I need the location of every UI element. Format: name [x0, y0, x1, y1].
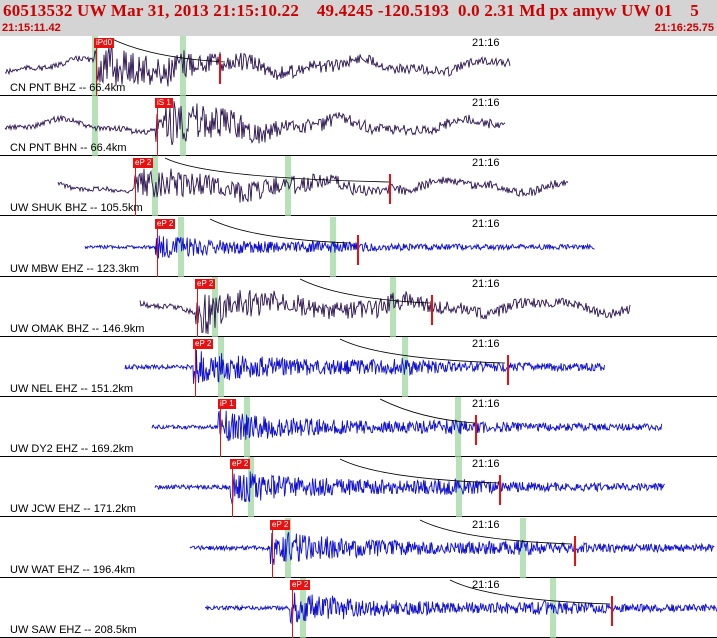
phase-pick-flag[interactable]: eP 2: [195, 278, 216, 289]
minute-tick-label: 21:16: [472, 398, 500, 411]
window-marker: [456, 457, 462, 518]
coda-curve: [339, 459, 501, 484]
station-label: UW WAT EHZ -- 196.4km: [10, 563, 136, 576]
event-title: 60513532 UW Mar 31, 2013 21:15:10.22 49.…: [3, 1, 699, 20]
window-marker: [92, 36, 98, 96]
station-label: UW MBW EHZ -- 123.3km: [10, 262, 139, 275]
phase-pick-flag[interactable]: eP 2: [230, 459, 251, 470]
coda-curve: [379, 398, 476, 424]
minute-tick-label: 21:16: [472, 518, 500, 531]
phase-pick-flag[interactable]: eP 2: [155, 218, 176, 229]
coda-curve: [164, 158, 391, 183]
seismogram-trace: [154, 459, 665, 506]
pick-line[interactable]: [272, 525, 273, 578]
phase-pick-flag[interactable]: iPd0: [94, 38, 115, 48]
trace-panels: iPd0 21:16 CN PNT BHZ -- 66.4km iS 1 21:16 CN…: [0, 36, 717, 638]
coda-curve: [419, 519, 573, 544]
station-label: UW SHUK BHZ -- 105.5km: [10, 202, 143, 215]
minute-tick-label: 21:16: [472, 578, 500, 591]
trace-panel[interactable]: eP 2 21:16 UW JCW EHZ -- 171.2km: [0, 457, 717, 518]
trace-panel[interactable]: eP 2 21:16 UW SHUK BHZ -- 105.5km: [0, 156, 717, 217]
pick-line[interactable]: [135, 164, 136, 217]
pick-line[interactable]: [195, 345, 196, 397]
coda-curve: [339, 338, 506, 364]
trace-panel[interactable]: eP 2 21:16 UW OMAK BHZ -- 146.9km: [0, 276, 717, 337]
station-label: UW SAW EHZ -- 208.5km: [10, 623, 137, 636]
trace-panel[interactable]: eP 2 21:16 UW WAT EHZ -- 196.4km: [0, 517, 717, 578]
trace-panel[interactable]: iS 1 21:16 CN PNT BHN -- 66.4km: [0, 96, 717, 157]
minute-tick-label: 21:16: [472, 97, 500, 110]
phase-pick-flag[interactable]: eP 2: [270, 519, 291, 530]
station-label: UW NEL EHZ -- 151.2km: [10, 383, 134, 395]
station-label: CN PNT BHN -- 66.4km: [10, 142, 127, 155]
trace-panel[interactable]: iP 1 21:16 UW DY2 EHZ -- 169.2km: [0, 397, 717, 458]
minute-tick-label: 21:16: [472, 338, 500, 350]
station-label: CN PNT BHZ -- 66.4km: [10, 82, 126, 94]
pick-line[interactable]: [157, 104, 158, 157]
window-marker: [330, 216, 336, 277]
minute-tick-label: 21:16: [472, 157, 500, 170]
start-time-label: 21:15:11.42: [2, 22, 61, 34]
trace-panel[interactable]: iPd0 21:16 CN PNT BHZ -- 66.4km: [0, 36, 717, 96]
minute-tick-label: 21:16: [472, 37, 500, 49]
trace-panel[interactable]: eP 2 21:16 UW NEL EHZ -- 151.2km: [0, 337, 717, 397]
window-marker: [285, 517, 291, 578]
minute-tick-label: 21:16: [472, 458, 500, 471]
seismogram-trace: [205, 579, 717, 626]
phase-pick-flag[interactable]: eP 2: [193, 339, 214, 349]
phase-pick-flag[interactable]: iP 1: [218, 399, 236, 410]
pick-line[interactable]: [197, 284, 198, 337]
pick-line[interactable]: [220, 405, 221, 458]
phase-pick-flag[interactable]: eP 2: [133, 158, 154, 169]
window-marker: [152, 156, 158, 217]
window-marker: [212, 276, 218, 337]
trace-panel[interactable]: eP 2 21:16 UW MBW EHZ -- 123.3km: [0, 216, 717, 277]
window-marker: [285, 156, 291, 217]
window-marker: [180, 96, 186, 157]
pick-line[interactable]: [292, 585, 293, 638]
seismogram-trace: [4, 101, 506, 146]
coda-curve: [299, 278, 431, 304]
seismogram-trace: [84, 218, 595, 265]
pick-line[interactable]: [157, 224, 158, 277]
pick-line[interactable]: [232, 465, 233, 518]
station-label: UW DY2 EHZ -- 169.2km: [10, 443, 134, 456]
seismogram-trace: [189, 519, 715, 566]
header-bar: 60513532 UW Mar 31, 2013 21:15:10.22 49.…: [0, 0, 717, 36]
station-label: UW OMAK BHZ -- 146.9km: [10, 322, 145, 335]
coda-curve: [449, 579, 611, 605]
seismogram-trace: [124, 338, 605, 385]
window-marker: [92, 96, 98, 157]
phase-pick-flag[interactable]: iS 1: [155, 98, 173, 109]
end-time-label: 21:16:25.75: [654, 22, 714, 34]
station-label: UW JCW EHZ -- 171.2km: [10, 503, 136, 516]
trace-panel[interactable]: eP 2 21:16 UW SAW EHZ -- 208.5km: [0, 577, 717, 638]
minute-tick-label: 21:16: [472, 277, 500, 290]
seismogram-trace: [4, 37, 511, 87]
seismogram-trace: [57, 158, 569, 205]
coda-curve: [209, 218, 351, 243]
window-marker: [390, 276, 396, 337]
phase-pick-flag[interactable]: eP 2: [290, 579, 311, 590]
seismogram-trace: [139, 278, 631, 334]
coda-curve: [109, 37, 226, 63]
seismogram-trace: [151, 398, 663, 446]
window-marker: [520, 517, 526, 578]
minute-tick-label: 21:16: [472, 217, 500, 230]
pick-line[interactable]: [96, 44, 97, 96]
